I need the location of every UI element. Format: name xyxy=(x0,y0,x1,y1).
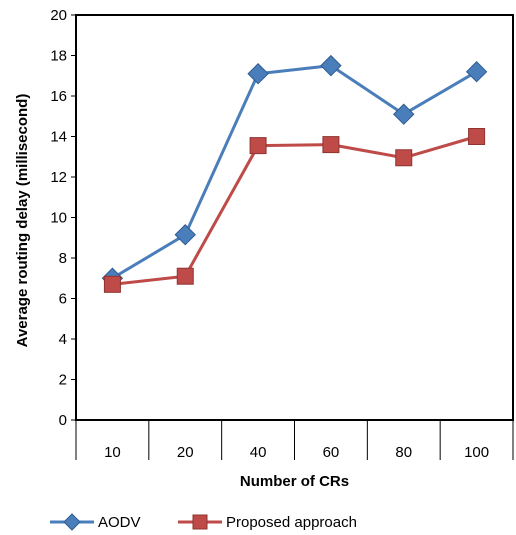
y-tick-label: 18 xyxy=(50,48,67,65)
y-tick-label: 0 xyxy=(59,412,67,429)
series-line xyxy=(111,64,478,280)
legend-marker xyxy=(192,514,208,530)
legend-marker xyxy=(63,513,81,531)
legend-label: AODV xyxy=(98,514,141,531)
legend-label: Proposed approach xyxy=(226,514,357,531)
legend: AODV Proposed approach xyxy=(50,513,357,531)
data-point xyxy=(395,149,413,167)
series-proposed-approach xyxy=(103,128,486,293)
series-line xyxy=(112,135,478,286)
y-axis-title: Average routing delay (millisecond) xyxy=(14,94,31,348)
data-point xyxy=(103,275,121,293)
y-tick-label: 16 xyxy=(50,88,67,105)
y-axis-ticks: 0 2 4 6 8 10 12 14 16 18 20 xyxy=(50,7,76,429)
y-tick-label: 4 xyxy=(59,331,67,348)
y-tick-label: 2 xyxy=(59,372,67,389)
data-point xyxy=(465,60,488,83)
y-tick-label: 14 xyxy=(50,129,67,146)
x-tick-label: 40 xyxy=(250,444,267,461)
x-tick-label: 80 xyxy=(395,444,412,461)
data-point xyxy=(393,103,415,125)
x-axis-title: Number of CRs xyxy=(240,473,349,490)
data-point xyxy=(468,128,486,145)
data-point xyxy=(174,224,196,246)
data-point xyxy=(320,54,342,77)
x-tick-label: 10 xyxy=(104,444,121,461)
y-tick-label: 20 xyxy=(50,7,67,24)
legend-item-proposed-approach: Proposed approach xyxy=(178,514,357,531)
series-aodv xyxy=(101,54,488,289)
legend-item-aodv: AODV xyxy=(50,513,141,531)
x-axis-ticks: 10 20 40 60 80 100 xyxy=(75,420,514,461)
plot-frame xyxy=(75,14,514,421)
y-tick-label: 8 xyxy=(59,250,67,267)
data-point xyxy=(322,136,340,154)
y-tick-label: 12 xyxy=(50,169,67,186)
x-tick-label: 60 xyxy=(323,444,340,461)
x-tick-label: 20 xyxy=(177,444,194,461)
x-tick-label: 100 xyxy=(464,444,489,461)
data-point xyxy=(249,137,267,155)
y-tick-label: 6 xyxy=(59,291,67,308)
data-point xyxy=(176,267,194,285)
series-layer xyxy=(101,54,488,293)
y-tick-label: 10 xyxy=(50,210,67,227)
data-point xyxy=(247,63,269,85)
